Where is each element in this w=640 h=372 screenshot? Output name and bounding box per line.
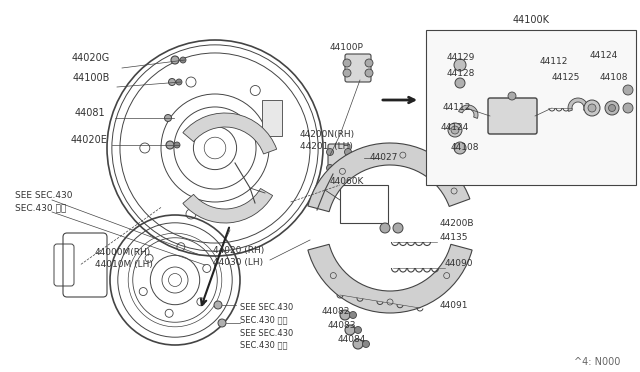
Circle shape <box>349 311 356 318</box>
Circle shape <box>365 69 373 77</box>
Text: 44083: 44083 <box>328 321 356 330</box>
Circle shape <box>344 148 351 155</box>
Text: SEC.430 参照: SEC.430 参照 <box>15 203 67 212</box>
Circle shape <box>356 154 364 162</box>
Text: 44100K: 44100K <box>513 15 550 25</box>
Text: SEC.430 参照: SEC.430 参照 <box>240 340 287 350</box>
FancyBboxPatch shape <box>488 98 537 134</box>
Circle shape <box>623 85 633 95</box>
Circle shape <box>454 142 466 154</box>
Text: 44090: 44090 <box>445 260 474 269</box>
Circle shape <box>584 100 600 116</box>
FancyBboxPatch shape <box>328 144 350 176</box>
Circle shape <box>623 103 633 113</box>
Wedge shape <box>308 143 470 212</box>
Circle shape <box>508 92 516 100</box>
Wedge shape <box>183 113 276 154</box>
Text: 44020E: 44020E <box>70 135 107 145</box>
Wedge shape <box>183 189 273 223</box>
Circle shape <box>345 325 355 335</box>
Circle shape <box>454 59 466 71</box>
Text: 44020G: 44020G <box>72 53 110 63</box>
Circle shape <box>343 69 351 77</box>
Circle shape <box>448 123 462 137</box>
Text: SEE SEC.430: SEE SEC.430 <box>240 328 293 337</box>
Bar <box>262 100 282 136</box>
Text: 44200B: 44200B <box>440 219 474 228</box>
Circle shape <box>353 339 363 349</box>
Circle shape <box>340 310 350 320</box>
Circle shape <box>171 56 179 64</box>
Text: 44129: 44129 <box>447 52 476 61</box>
Text: 44030 (LH): 44030 (LH) <box>213 257 263 266</box>
Text: 44100P: 44100P <box>330 44 364 52</box>
Circle shape <box>362 340 369 347</box>
Circle shape <box>393 223 403 233</box>
Text: 44084: 44084 <box>338 336 366 344</box>
Text: 44108: 44108 <box>451 144 479 153</box>
Text: 44201  (LH): 44201 (LH) <box>300 142 353 151</box>
Circle shape <box>605 101 619 115</box>
FancyBboxPatch shape <box>345 54 371 82</box>
Circle shape <box>380 223 390 233</box>
Circle shape <box>174 142 180 148</box>
Text: 44082: 44082 <box>322 308 350 317</box>
Circle shape <box>344 164 351 171</box>
Circle shape <box>455 78 465 88</box>
Text: 44100B: 44100B <box>72 73 110 83</box>
Circle shape <box>588 104 596 112</box>
Text: SEE SEC.430: SEE SEC.430 <box>240 304 293 312</box>
Text: 44135: 44135 <box>440 234 468 243</box>
Wedge shape <box>459 105 478 118</box>
Text: 44108: 44108 <box>600 74 628 83</box>
Text: 44128: 44128 <box>447 68 476 77</box>
Text: 44200N(RH): 44200N(RH) <box>300 131 355 140</box>
Circle shape <box>326 148 333 155</box>
Circle shape <box>365 59 373 67</box>
Circle shape <box>326 164 333 171</box>
Circle shape <box>214 301 222 309</box>
Text: 44125: 44125 <box>552 74 580 83</box>
Circle shape <box>176 79 182 85</box>
Text: 44010M (LH): 44010M (LH) <box>95 260 153 269</box>
Text: SEC.430 参照: SEC.430 参照 <box>240 315 287 324</box>
Text: 44124: 44124 <box>590 51 618 60</box>
Text: 44060K: 44060K <box>330 177 364 186</box>
Bar <box>340 185 388 223</box>
Wedge shape <box>308 244 472 313</box>
Circle shape <box>180 57 186 63</box>
Circle shape <box>218 319 226 327</box>
Bar <box>426 30 636 185</box>
Wedge shape <box>568 98 588 112</box>
Circle shape <box>343 59 351 67</box>
Text: 44000M(RH): 44000M(RH) <box>95 247 151 257</box>
Text: 44081: 44081 <box>74 108 105 118</box>
Circle shape <box>168 78 175 86</box>
Text: SEE SEC.430: SEE SEC.430 <box>15 190 72 199</box>
Text: 44020 (RH): 44020 (RH) <box>213 246 264 254</box>
Text: ^4: N000: ^4: N000 <box>573 357 620 367</box>
Text: 44124: 44124 <box>441 124 469 132</box>
Text: 44112: 44112 <box>540 58 568 67</box>
Text: 44112: 44112 <box>443 103 472 112</box>
Circle shape <box>355 327 362 334</box>
Circle shape <box>609 105 616 112</box>
Text: 44027: 44027 <box>370 154 398 163</box>
Circle shape <box>166 141 174 149</box>
Circle shape <box>451 126 459 134</box>
Text: 44091: 44091 <box>440 301 468 310</box>
Circle shape <box>164 115 172 122</box>
